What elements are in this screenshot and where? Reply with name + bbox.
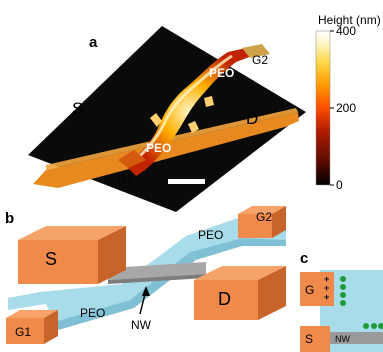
scale-bar	[168, 179, 205, 184]
g2-electrode-front	[238, 214, 272, 238]
c-label-s: S	[305, 332, 313, 346]
peo-strip-top-side	[190, 238, 286, 260]
c-ion	[371, 323, 377, 329]
s-electrode-side	[98, 226, 126, 284]
s-electrode-front	[18, 240, 98, 284]
panel-a: a S D PEO PEO G2 G1 Height (nm) 400 200 0	[28, 13, 381, 212]
colorbar-ticks: 400 200 0	[330, 24, 356, 192]
c-ion	[340, 292, 346, 298]
s-electrode-top	[18, 226, 126, 240]
panel-c: c G + + + S NW	[300, 250, 383, 352]
d-electrode-side	[258, 266, 286, 320]
g2-electrode-top	[238, 206, 286, 214]
d-electrode-top	[194, 266, 286, 280]
afm-label-peo-top: PEO	[209, 66, 234, 80]
g1-electrode-front	[6, 318, 44, 344]
c-plus-1: +	[324, 274, 329, 284]
c-label-g: G	[305, 283, 314, 297]
b-label-g2: G2	[256, 210, 272, 224]
colorbar-tick-label: 0	[336, 178, 343, 192]
c-ion	[363, 323, 369, 329]
c-ion	[340, 284, 346, 290]
panel-b-letter: b	[5, 210, 14, 227]
afm-g2-pad	[242, 44, 270, 58]
colorbar-title: Height (nm)	[318, 13, 381, 27]
d-electrode-front	[194, 280, 258, 320]
afm-label-d: D	[246, 109, 258, 128]
afm-bumps	[150, 96, 214, 133]
b-label-peo-bottom: PEO	[80, 306, 105, 320]
g2-electrode-side	[272, 206, 286, 238]
b-label-nw: NW	[131, 318, 152, 332]
afm-ridge-highlight	[132, 54, 233, 164]
c-source-electrode	[300, 326, 330, 352]
panel-b: b S D G2 G1 PEO PE	[5, 206, 286, 344]
c-ion	[340, 300, 346, 306]
g1-electrode-side	[44, 310, 58, 344]
b-label-s: S	[45, 249, 57, 269]
colorbar-tick-label: 200	[336, 101, 356, 115]
c-ion	[340, 276, 346, 282]
afm-label-s: S	[72, 99, 83, 118]
afm-label-peo-bottom: PEO	[146, 141, 171, 155]
panel-a-letter: a	[89, 34, 98, 51]
peo-strip-bottom-side	[54, 300, 134, 330]
colorbar-tick-label: 400	[336, 24, 356, 38]
g1-electrode-top	[6, 310, 58, 318]
afm-electrode-stripe	[33, 112, 299, 188]
afm-label-g1: G1	[117, 172, 133, 186]
b-label-d: D	[218, 289, 231, 309]
nw-arrow-head	[142, 286, 150, 296]
afm-peo-ridge	[128, 48, 252, 176]
afm-g1-pad	[118, 150, 146, 168]
panel-c-letter: c	[300, 250, 308, 267]
peo-strip-bottom	[8, 284, 130, 322]
b-label-g1: G1	[15, 325, 31, 339]
colorbar	[315, 30, 331, 186]
c-nanowire	[330, 332, 383, 344]
c-plus-3: +	[324, 292, 329, 302]
c-gate-electrode	[300, 272, 334, 306]
nanowire-side	[108, 274, 206, 284]
c-ion	[378, 323, 383, 329]
afm-label-g2: G2	[252, 53, 268, 67]
b-label-peo-top: PEO	[198, 228, 223, 242]
c-plus-2: +	[324, 283, 329, 293]
c-label-nw: NW	[335, 334, 350, 344]
